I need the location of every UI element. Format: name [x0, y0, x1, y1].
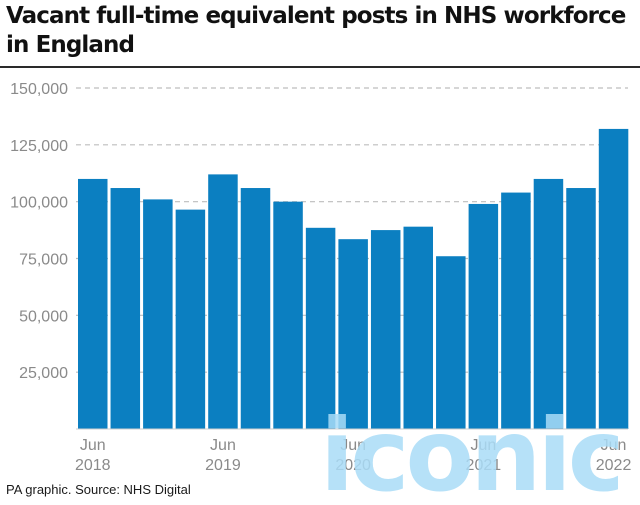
bar: Dec 2021: 110000 [533, 178, 564, 429]
title-divider [0, 66, 640, 68]
bar: Dec 2019: 100000 [273, 201, 303, 429]
watermark-text: iconic [320, 398, 618, 502]
bar: Mar 2022: 106000 [566, 188, 596, 429]
x-tick-label-year: 2019 [205, 457, 241, 474]
bar: Sep 2021: 104000 [501, 192, 531, 429]
bar-chart: 25,000 50,000 75,000 100,000 125,000 150,000 J… [10, 81, 632, 474]
bar: Mar 2021: 76000 [436, 256, 466, 429]
bar: Jun 2018: 110000 [78, 178, 108, 429]
x-tick-label-month: Jun [340, 437, 366, 454]
bar: Sep 2019: 106000 [240, 188, 271, 429]
iconic-watermark-logo: iconic [320, 398, 618, 502]
x-tick-label-year: 2018 [75, 457, 111, 474]
x-tick-label-year: 2021 [466, 457, 502, 474]
x-tick-label-year: 2020 [335, 457, 371, 474]
bar: Dec 2018: 101000 [143, 199, 173, 429]
x-tick-label-month: Jun [80, 437, 106, 454]
x-tick-label-month: Jun [470, 437, 496, 454]
x-tick-label-month: Jun [601, 437, 627, 454]
bar: Mar 2019: 96500 [175, 209, 206, 429]
bar: Jun 2020: 83500 [338, 239, 368, 429]
source-note: PA graphic. Source: NHS Digital [6, 482, 191, 497]
y-tick-label: 125,000 [10, 138, 68, 155]
x-tick-label-year: 2022 [596, 457, 632, 474]
y-tick-label: 25,000 [19, 365, 68, 382]
bar: Dec 2020: 89000 [403, 226, 433, 429]
y-tick-label: 100,000 [10, 195, 68, 212]
bar: Sep 2020: 87500 [370, 230, 401, 429]
bar: Jun 2019: 112000 [208, 174, 238, 429]
bar: Mar 2020: 88500 [305, 227, 336, 429]
bar: Jun 2021: 99000 [468, 203, 499, 429]
x-tick-label-month: Jun [210, 437, 236, 454]
y-tick-label: 150,000 [10, 81, 68, 98]
bar: Jun 2022: 132000 [598, 128, 629, 430]
y-tick-label: 50,000 [19, 308, 68, 325]
bar: Sep 2018: 106000 [110, 188, 141, 429]
chart-title: Vacant full-time equivalent posts in NHS… [6, 3, 626, 58]
y-tick-label: 75,000 [19, 252, 68, 269]
